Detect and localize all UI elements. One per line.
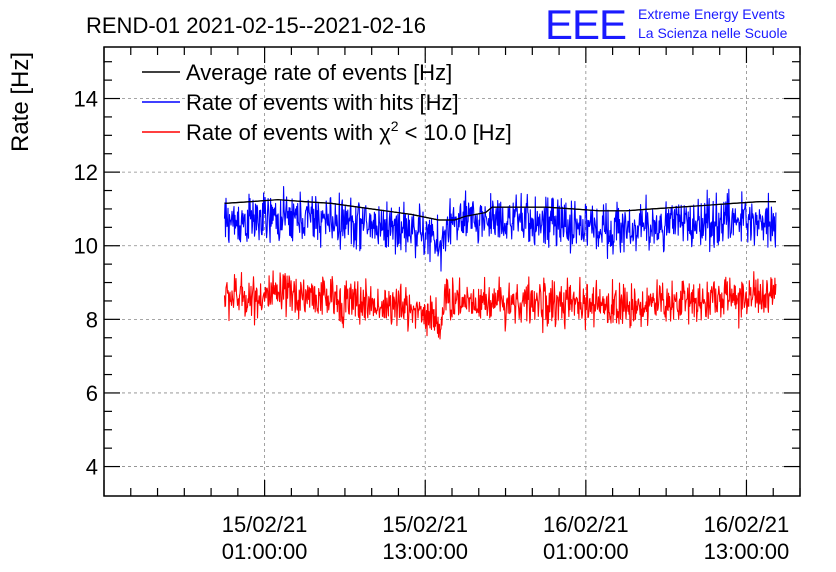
y-tick-label: 12 xyxy=(74,160,98,185)
x-tick-label-date: 16/02/21 xyxy=(543,512,629,537)
y-tick-label: 4 xyxy=(86,455,98,480)
x-tick-label-date: 15/02/21 xyxy=(382,512,468,537)
y-axis-label: Rate [Hz] xyxy=(7,52,34,152)
chart-title: REND-01 2021-02-15--2021-02-16 xyxy=(86,13,426,38)
legend-label: Rate of events with χ2 < 10.0 [Hz] xyxy=(186,118,512,145)
y-tick-label: 10 xyxy=(74,234,98,259)
y-tick-label: 6 xyxy=(86,381,98,406)
x-tick-label-time: 01:00:00 xyxy=(543,539,629,564)
logo-line-2: La Scienza nelle Scuole xyxy=(638,25,788,41)
y-tick-label: 14 xyxy=(74,87,98,112)
x-tick-label-time: 13:00:00 xyxy=(704,539,790,564)
x-tick-label-date: 15/02/21 xyxy=(222,512,308,537)
legend: Average rate of events [Hz] Rate of event… xyxy=(142,60,512,145)
x-tick-label-date: 16/02/21 xyxy=(704,512,790,537)
series-hits-line xyxy=(223,186,777,272)
legend-label: Rate of events with hits [Hz] xyxy=(186,90,459,115)
grid-lines xyxy=(104,47,800,496)
logo-line-1: Extreme Energy Events xyxy=(638,6,785,22)
y-tick-label: 8 xyxy=(86,307,98,332)
series-layer xyxy=(223,186,777,340)
axes: 46810121415/02/2101:00:0015/02/2113:00:0… xyxy=(74,46,801,564)
series-average-overlay xyxy=(224,199,776,221)
x-tick-label-time: 01:00:00 xyxy=(222,539,308,564)
eee-logo: EEE Extreme Energy Events La Scienza nel… xyxy=(545,1,788,48)
legend-label: Average rate of events [Hz] xyxy=(186,60,452,85)
logo-letters: EEE xyxy=(545,1,626,48)
x-tick-label-time: 13:00:00 xyxy=(382,539,468,564)
series-chi2-line xyxy=(223,270,777,340)
